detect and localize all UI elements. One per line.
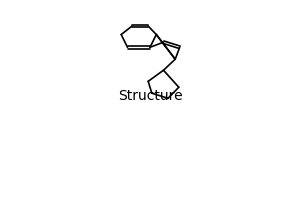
Text: Structure: Structure [118, 89, 182, 103]
